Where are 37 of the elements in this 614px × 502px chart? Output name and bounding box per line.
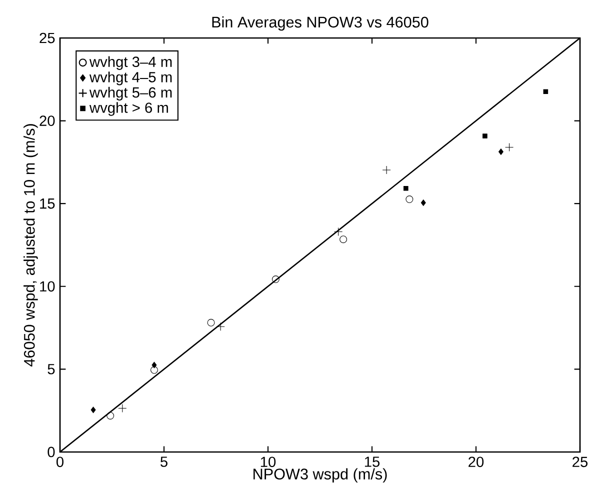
x-axis-title: NPOW3 wspd (m/s) — [254, 468, 387, 483]
y-tick-label: 0 — [48, 446, 55, 458]
x-tick-label: 0 — [56, 456, 64, 468]
x-tick-label: 25 — [572, 456, 588, 468]
y-tick-label: 5 — [48, 364, 55, 374]
point — [406, 196, 414, 204]
point — [543, 89, 548, 94]
point — [207, 318, 215, 326]
point — [334, 227, 343, 236]
y-tick-label: 25 — [40, 32, 55, 44]
y-tick-label: 20 — [40, 116, 55, 126]
point — [90, 406, 96, 414]
point — [150, 366, 158, 374]
y-axis-title: 46050 wspd, adjusted to 10 m (m/s) — [24, 124, 38, 367]
point — [404, 186, 408, 191]
point — [340, 236, 348, 244]
point — [118, 404, 127, 413]
point — [498, 148, 504, 155]
x-tick-label: 20 — [468, 456, 484, 468]
x-tick-label: 10 — [260, 456, 276, 468]
point — [106, 412, 114, 420]
x-tick-label: 15 — [364, 456, 380, 467]
point — [505, 143, 514, 152]
point — [216, 322, 225, 331]
point — [152, 362, 157, 368]
x-tick-label: 5 — [160, 456, 168, 467]
legend-label: wvhgt 4–5 m — [89, 72, 172, 86]
point — [482, 134, 488, 138]
legend-label: wvhgt 5–6 m — [89, 86, 172, 101]
point — [420, 200, 426, 206]
point — [382, 166, 391, 174]
legend-label: wvhgt 3–4 m — [89, 56, 172, 70]
point — [272, 276, 280, 283]
y-tick-label: 10 — [40, 281, 55, 292]
chart-title: Bin Averages NPOW3 vs 46050 — [212, 16, 428, 31]
y-tick-label: 15 — [40, 198, 55, 209]
legend-label: wvght > 6 m — [89, 102, 168, 116]
